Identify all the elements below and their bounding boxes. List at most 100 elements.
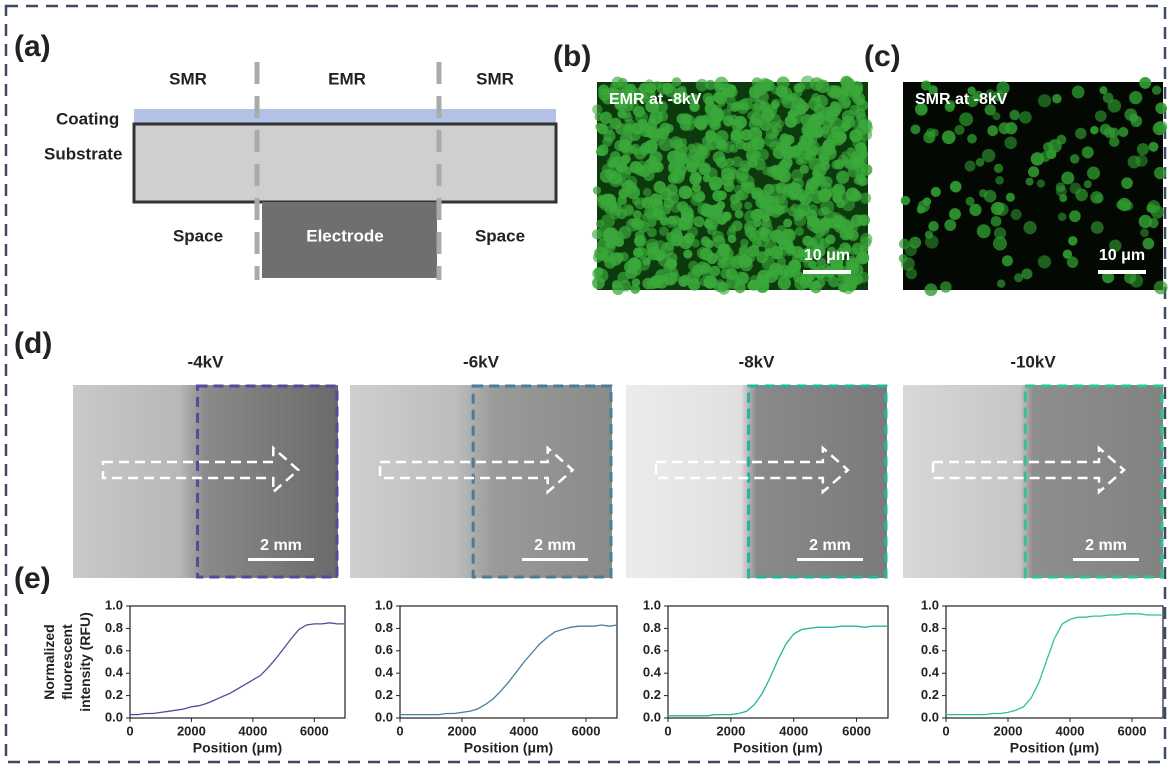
cell — [796, 99, 806, 109]
cell — [1124, 201, 1133, 210]
cell — [1130, 115, 1142, 127]
y-tick-label: 0.6 — [375, 642, 393, 657]
cell — [712, 190, 723, 201]
cell — [860, 151, 868, 159]
panel-label: (e) — [14, 562, 51, 595]
cell — [751, 191, 760, 200]
scale-bar-label: 2 mm — [534, 537, 576, 554]
cell — [691, 239, 700, 248]
panel-label: (a) — [14, 30, 51, 63]
cell — [687, 270, 700, 283]
cell — [816, 112, 825, 121]
cell — [931, 187, 941, 197]
cell — [701, 204, 714, 217]
cell — [606, 198, 616, 208]
scale-bar — [522, 558, 588, 561]
cell — [833, 219, 847, 233]
cell — [780, 93, 791, 104]
cell — [838, 273, 848, 283]
cell — [923, 131, 935, 143]
cell — [694, 115, 708, 129]
cell — [635, 111, 648, 124]
x-tick-label: 0 — [664, 723, 671, 738]
y-tick-label: 0.6 — [921, 642, 939, 657]
cell — [1070, 182, 1082, 194]
cell — [602, 136, 612, 146]
y-tick-label: 0.2 — [105, 687, 123, 702]
y-tick-label: 0.8 — [105, 620, 123, 635]
cell — [751, 103, 761, 113]
schematic: SMR EMR SMR Coating Substrate Space Elec… — [44, 62, 556, 280]
cell — [1026, 178, 1034, 186]
scale-bar — [1098, 270, 1146, 274]
cell — [634, 166, 643, 175]
cell — [925, 235, 939, 249]
x-axis-label: Position (μm) — [1010, 740, 1099, 756]
cell — [771, 101, 780, 110]
region-label: SMR — [476, 69, 514, 88]
cell — [607, 230, 620, 243]
cell — [1121, 177, 1133, 189]
cell — [833, 186, 843, 196]
y-tick-label: 1.0 — [921, 597, 939, 612]
cell — [1048, 139, 1062, 153]
x-tick-label: 4000 — [238, 723, 267, 738]
cell — [1094, 194, 1103, 203]
cell — [745, 223, 754, 232]
cell — [735, 210, 744, 219]
cell — [754, 158, 766, 170]
cell — [794, 277, 808, 291]
cell — [944, 219, 956, 231]
y-tick-label: 0.6 — [643, 642, 661, 657]
cell — [791, 204, 800, 213]
cell — [756, 251, 768, 263]
cell — [793, 84, 802, 93]
cell — [1084, 180, 1092, 188]
cell — [1009, 110, 1019, 120]
cell — [860, 233, 872, 245]
cell — [991, 216, 1002, 227]
cell — [720, 212, 730, 222]
x-tick-label: 6000 — [842, 723, 871, 738]
cell — [683, 249, 692, 258]
cell — [858, 272, 869, 283]
cell — [805, 186, 814, 195]
cell — [1024, 221, 1037, 234]
cell — [928, 221, 939, 232]
bottom-label: Space — [173, 226, 223, 245]
chart-title: -6kV — [463, 352, 500, 371]
cell — [616, 161, 628, 173]
cell — [714, 82, 724, 92]
y-tick-label: 0.6 — [105, 642, 123, 657]
scale-bar-label: 10 μm — [804, 247, 850, 264]
cell — [771, 129, 779, 137]
cell — [680, 216, 694, 230]
cell — [1021, 268, 1032, 279]
cell — [630, 257, 639, 266]
cell — [1155, 102, 1167, 114]
cell — [609, 252, 622, 265]
plot-frame — [130, 606, 345, 718]
cell — [967, 134, 977, 144]
cell — [594, 113, 602, 121]
cell — [1149, 142, 1159, 152]
cell — [925, 283, 938, 296]
cell — [849, 129, 862, 142]
cell — [703, 93, 714, 104]
cell — [1109, 136, 1120, 147]
cell — [1151, 205, 1164, 218]
cell — [977, 224, 991, 238]
cell — [923, 197, 931, 205]
cell — [959, 112, 973, 126]
cell — [617, 110, 626, 119]
cell — [700, 263, 711, 274]
cell — [825, 234, 835, 244]
cell — [1090, 126, 1099, 135]
cell — [828, 276, 839, 287]
coating-layer — [134, 109, 556, 124]
cell — [644, 196, 652, 204]
cell — [942, 130, 956, 144]
cell — [675, 154, 687, 166]
cell — [631, 122, 643, 134]
panel-label: (b) — [553, 40, 591, 73]
